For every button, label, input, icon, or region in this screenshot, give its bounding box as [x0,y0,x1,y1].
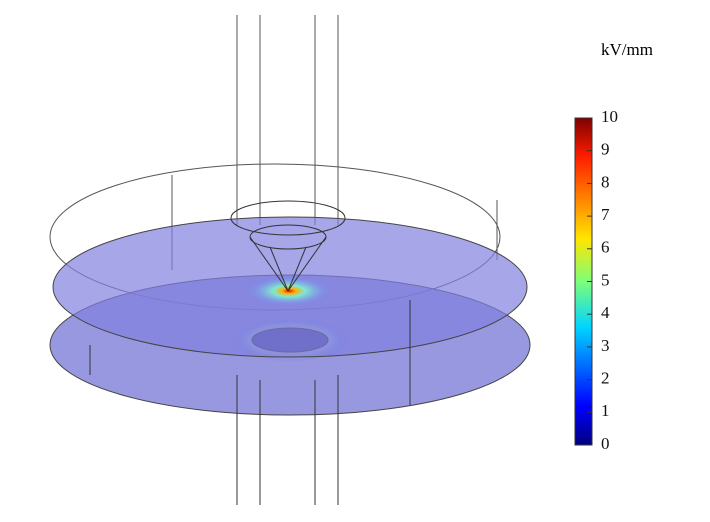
electrodes [89,200,411,505]
tick-label: 10 [601,107,618,126]
upper-field [244,275,334,307]
tick-label: 9 [601,140,610,159]
tick-label: 2 [601,369,610,388]
tick-label: 6 [601,238,610,257]
tick-label: 3 [601,336,610,355]
tick-label: 7 [601,205,610,224]
tick-label: 8 [601,172,610,191]
unit-label: kV/mm [601,40,653,59]
tick-label: 1 [601,401,610,420]
tick-label: 4 [601,303,610,322]
tick-label: 0 [601,434,610,453]
tick-label: 5 [601,270,610,289]
